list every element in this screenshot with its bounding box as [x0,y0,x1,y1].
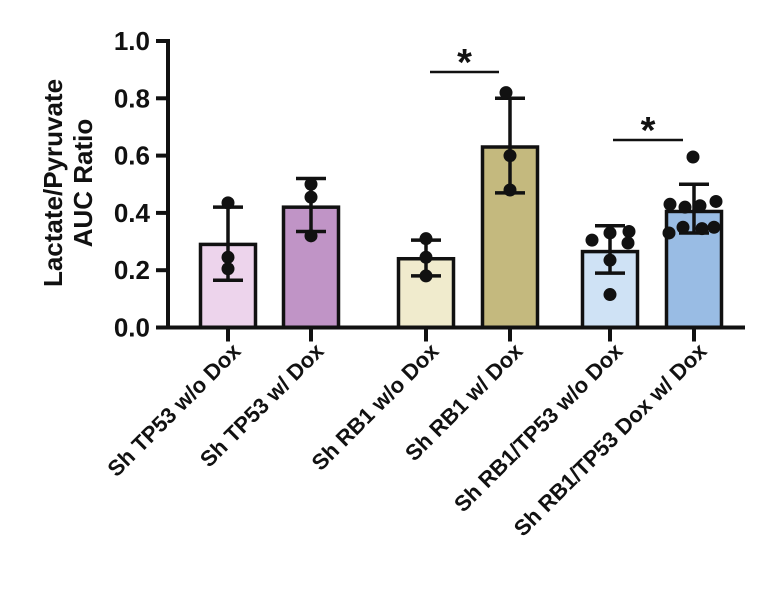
data-point-sh-rb1-tp53-dox-w-dox [707,220,721,234]
data-point-sh-tp53-w-o-dox [221,262,235,276]
significance-asterisk: * [641,110,656,152]
data-point-sh-tp53-w-dox [304,229,318,243]
y-axis-title: Lactate/PyruvateAUC Ratio [38,79,98,287]
y-tick-label: 0.2 [114,255,150,285]
y-axis-title-line: AUC Ratio [68,119,98,248]
data-point-sh-rb1-tp53-dox-w-dox [676,220,690,234]
data-point-sh-rb1-w-dox [499,86,513,100]
data-point-sh-rb1-tp53-dox-w-dox [695,222,709,236]
data-point-sh-rb1-tp53-w-o-dox [603,288,617,302]
y-axis-title-line: Lactate/Pyruvate [38,79,68,287]
x-category-label-sh-rb1-tp53-w-o-dox: Sh RB1/TP53 w/o Dox [449,338,628,517]
data-point-sh-rb1-tp53-dox-w-dox [709,194,723,208]
data-point-sh-rb1-w-o-dox [419,269,433,283]
data-point-sh-rb1-w-dox [503,183,517,197]
data-point-sh-rb1-tp53-w-o-dox [585,233,599,247]
y-tick-label: 1.0 [114,26,150,56]
data-point-sh-rb1-tp53-dox-w-dox [663,197,677,211]
data-point-sh-rb1-tp53-w-o-dox [603,226,617,240]
significance-asterisk: * [457,42,472,84]
data-point-sh-rb1-tp53-w-o-dox [622,225,636,239]
y-tick-label: 0.4 [114,198,151,228]
data-point-sh-rb1-tp53-dox-w-dox [678,200,692,214]
data-point-sh-tp53-w-o-dox [221,250,235,264]
data-point-sh-rb1-w-o-dox [419,232,433,246]
y-tick-label: 0.0 [114,313,150,343]
data-point-sh-rb1-w-o-dox [419,250,433,264]
data-point-sh-rb1-tp53-dox-w-dox [686,150,700,164]
data-point-sh-rb1-tp53-dox-w-dox [693,199,707,213]
bar-sh-rb1-w-dox [480,145,540,330]
data-point-sh-tp53-w-dox [304,177,318,191]
data-point-sh-rb1-tp53-dox-w-dox [662,226,676,240]
data-point-sh-rb1-tp53-w-o-dox [603,253,617,267]
data-point-sh-tp53-w-o-dox [221,196,235,210]
y-tick-label: 0.6 [114,141,150,171]
y-tick-label: 0.8 [114,83,150,113]
data-point-sh-rb1-tp53-w-o-dox [621,236,635,250]
data-point-sh-tp53-w-dox [304,190,318,204]
data-point-sh-rb1-w-dox [503,149,517,163]
